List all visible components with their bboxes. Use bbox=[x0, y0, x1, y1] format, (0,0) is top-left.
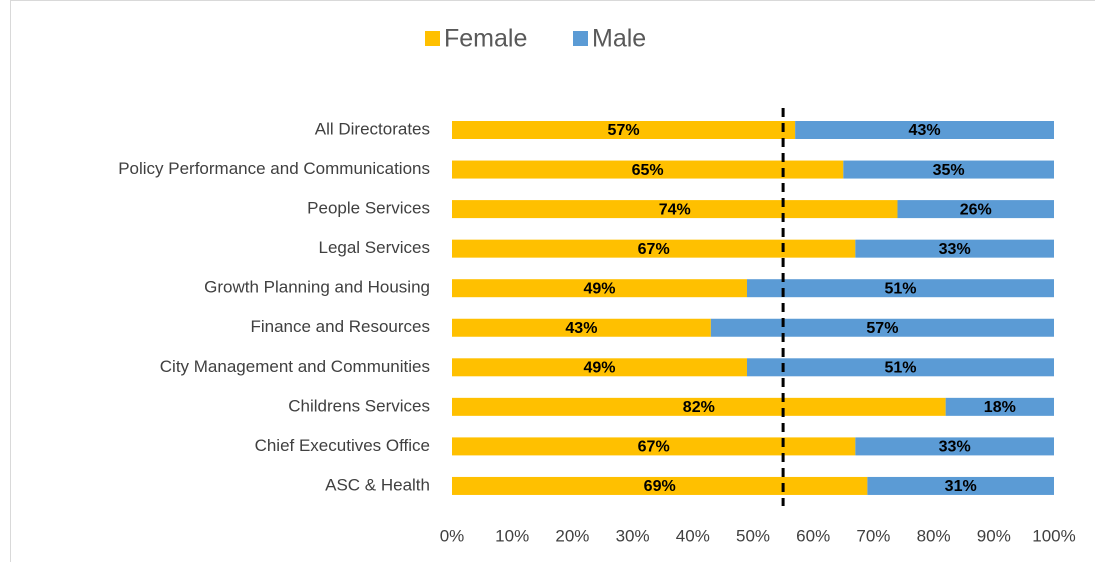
x-tick-label: 90% bbox=[977, 526, 1011, 545]
data-label: 57% bbox=[866, 320, 898, 337]
y-tick-label: Legal Services bbox=[318, 238, 430, 257]
data-label: 49% bbox=[583, 280, 615, 297]
x-tick-label: 60% bbox=[796, 526, 830, 545]
x-tick-label: 80% bbox=[917, 526, 951, 545]
y-tick-label: Chief Executives Office bbox=[255, 436, 430, 455]
legend-swatch bbox=[573, 31, 588, 46]
x-tick-label: 10% bbox=[495, 526, 529, 545]
x-tick-label: 40% bbox=[676, 526, 710, 545]
y-tick-label: All Directorates bbox=[315, 119, 430, 138]
legend-label: Male bbox=[592, 25, 646, 53]
data-label: 26% bbox=[960, 201, 992, 218]
y-tick-label: Policy Performance and Communications bbox=[118, 159, 430, 178]
data-label: 67% bbox=[638, 439, 670, 456]
legend-swatch bbox=[425, 31, 440, 46]
data-label: 51% bbox=[884, 280, 916, 297]
data-label: 33% bbox=[939, 439, 971, 456]
data-label: 18% bbox=[984, 399, 1016, 416]
y-tick-label: Growth Planning and Housing bbox=[204, 278, 430, 297]
data-label: 82% bbox=[683, 399, 715, 416]
x-tick-label: 100% bbox=[1032, 526, 1075, 545]
y-tick-label: Childrens Services bbox=[288, 396, 430, 415]
data-label: 69% bbox=[644, 478, 676, 495]
data-label: 74% bbox=[659, 201, 691, 218]
data-label: 35% bbox=[933, 162, 965, 179]
data-label: 43% bbox=[909, 122, 941, 139]
y-tick-label: People Services bbox=[307, 199, 430, 218]
legend-label: Female bbox=[444, 25, 527, 53]
x-tick-label: 0% bbox=[440, 526, 465, 545]
data-label: 51% bbox=[884, 360, 916, 377]
data-label: 43% bbox=[565, 320, 597, 337]
y-tick-label: ASC & Health bbox=[325, 475, 430, 494]
data-label: 49% bbox=[583, 360, 615, 377]
x-tick-label: 70% bbox=[856, 526, 890, 545]
y-tick-label: Finance and Resources bbox=[250, 317, 430, 336]
data-label: 67% bbox=[638, 241, 670, 258]
x-tick-label: 50% bbox=[736, 526, 770, 545]
x-tick-label: 20% bbox=[555, 526, 589, 545]
data-label: 65% bbox=[632, 162, 664, 179]
data-label: 31% bbox=[945, 478, 977, 495]
y-tick-label: City Management and Communities bbox=[160, 357, 430, 376]
data-label: 33% bbox=[939, 241, 971, 258]
x-tick-label: 30% bbox=[616, 526, 650, 545]
data-label: 57% bbox=[608, 122, 640, 139]
